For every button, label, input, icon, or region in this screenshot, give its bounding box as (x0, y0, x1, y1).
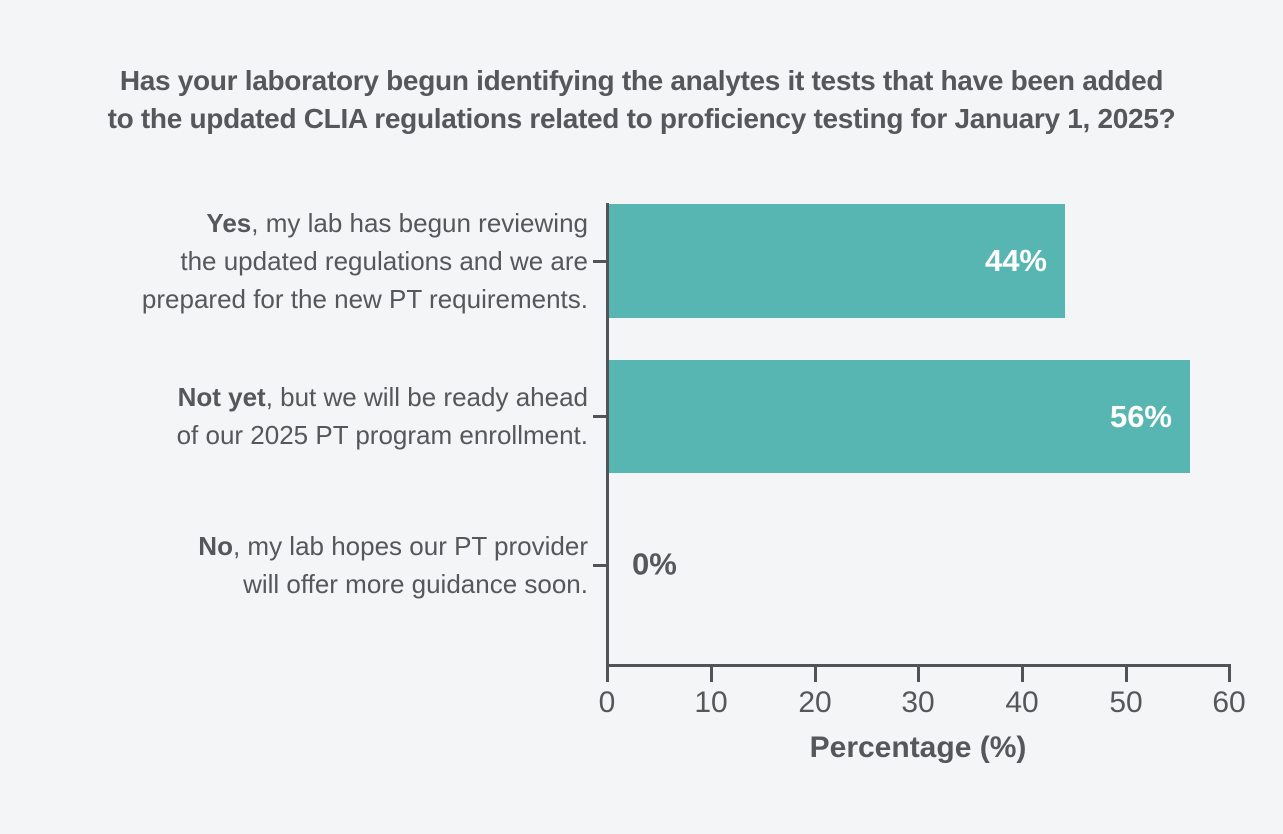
x-axis-tick (814, 667, 817, 682)
category-label-line: will offer more guidance soon. (243, 569, 588, 599)
category-label-yes: Yes, my lab has begun reviewing the upda… (0, 204, 588, 318)
category-label-rest: , my lab hopes our PT provider (232, 531, 588, 561)
category-label-bold: Not yet (177, 382, 266, 412)
category-label-line: No, my lab hopes our PT provider (0, 527, 588, 565)
chart-title-line1: Has your laboratory begun identifying th… (119, 65, 1164, 96)
x-tick-label: 10 (694, 686, 728, 719)
x-axis-tick (1021, 667, 1024, 682)
chart-title: Has your laboratory begun identifying th… (0, 62, 1283, 138)
y-axis-tick (593, 564, 607, 567)
category-label-line: Not yet, but we will be ready ahead (0, 378, 588, 416)
y-axis-tick (593, 260, 607, 263)
category-label-line: Yes, my lab has begun reviewing (0, 204, 588, 242)
x-tick-label: 20 (798, 686, 832, 719)
y-axis-line (606, 203, 609, 667)
category-label-line: of our 2025 PT program enrollment. (176, 420, 588, 450)
chart-title-line2: to the updated CLIA regulations related … (107, 103, 1176, 134)
x-axis-tick (1228, 667, 1231, 682)
category-label-rest: , my lab has begun reviewing (251, 208, 588, 238)
bar-value-label-yes: 44% (984, 243, 1047, 278)
bar-value-label-not-yet: 56% (1109, 398, 1172, 434)
category-label-line: the updated regulations and we are (180, 246, 588, 276)
bar-yes: 44% (609, 204, 1065, 318)
x-axis-tick (917, 667, 920, 682)
x-axis-tick (606, 667, 609, 682)
bar-value-label-no: 0% (632, 546, 677, 582)
x-tick-label: 40 (1005, 686, 1039, 719)
x-axis-tick (1125, 667, 1128, 682)
category-label-rest: , but we will be ready ahead (265, 382, 588, 412)
category-label-line: prepared for the new PT requirements. (141, 284, 588, 314)
x-tick-label: 60 (1212, 686, 1246, 719)
y-axis-tick (593, 415, 607, 418)
category-label-bold: Yes (206, 208, 252, 238)
bar-not-yet: 56% (609, 360, 1190, 473)
x-tick-label: 0 (598, 686, 616, 719)
category-label-bold: No (198, 531, 233, 561)
x-axis-tick (710, 667, 713, 682)
x-tick-label: 50 (1109, 686, 1143, 719)
category-label-not-yet: Not yet, but we will be ready ahead of o… (0, 378, 588, 454)
category-label-no: No, my lab hopes our PT provider will of… (0, 527, 588, 603)
x-axis-title: Percentage (%) (809, 731, 1027, 764)
x-tick-label: 30 (901, 686, 935, 719)
x-axis-line (606, 664, 1231, 667)
